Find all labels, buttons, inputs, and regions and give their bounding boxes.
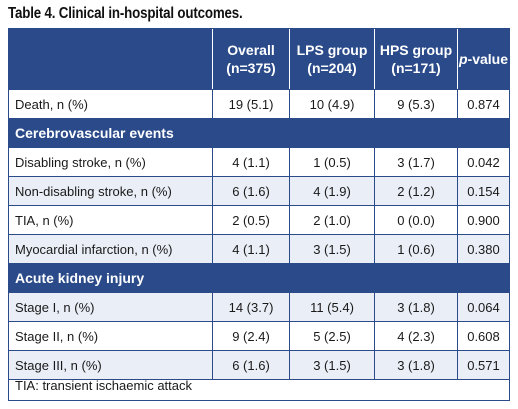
table-row: Disabling stroke, n (%) 4 (1.1) 1 (0.5) … (9, 147, 509, 176)
p-value: 0.900 (457, 206, 509, 234)
table-row: Stage III, n (%) 6 (1.6) 3 (1.5) 3 (1.8)… (9, 350, 509, 379)
lps-value: 2 (1.0) (289, 206, 374, 234)
lps-value: 4 (1.9) (289, 177, 374, 205)
p-value: 0.571 (457, 351, 509, 379)
row-label: Myocardial infarction, n (%) (15, 241, 173, 257)
table-row: Stage II, n (%) 9 (2.4) 5 (2.5) 4 (2.3) … (9, 321, 509, 350)
p-value: 0.608 (457, 322, 509, 350)
hps-value: 4 (2.3) (374, 322, 457, 350)
overall-value: 6 (1.6) (212, 177, 289, 205)
table-row: Myocardial infarction, n (%) 4 (1.1) 3 (… (9, 234, 509, 263)
overall-value: 19 (5.1) (212, 90, 289, 118)
header-hps-line1: HPS group (379, 42, 453, 58)
row-label: Stage III, n (%) (15, 357, 102, 373)
header-overall-line2: (n=375) (226, 60, 276, 76)
hps-value: 2 (1.2) (374, 177, 457, 205)
lps-value: 10 (4.9) (289, 90, 374, 118)
lps-value: 1 (0.5) (289, 148, 374, 176)
header-overall: Overall (n=375) (212, 29, 289, 89)
row-label: Stage II, n (%) (15, 328, 99, 344)
header-overall-line1: Overall (227, 42, 275, 58)
header-hps-line2: (n=171) (391, 60, 441, 76)
header-pvalue: p-value (457, 29, 509, 89)
hps-value: 3 (1.8) (374, 351, 457, 379)
header-lps-line2: (n=204) (307, 60, 357, 76)
row-label: Death, n (%) (15, 96, 88, 112)
p-value: 0.380 (457, 235, 509, 263)
lps-value: 3 (1.5) (289, 351, 374, 379)
hps-value: 3 (1.7) (374, 148, 457, 176)
section-acute-kidney-injury: Acute kidney injury (9, 263, 509, 292)
lps-value: 3 (1.5) (289, 235, 374, 263)
lps-value: 5 (2.5) (289, 322, 374, 350)
lps-value: 11 (5.4) (289, 293, 374, 321)
overall-value: 14 (3.7) (212, 293, 289, 321)
header-hps: HPS group (n=171) (374, 29, 457, 89)
header-lps: LPS group (n=204) (289, 29, 374, 89)
outcomes-table: Overall (n=375) LPS group (n=204) HPS gr… (8, 28, 510, 380)
row-label: TIA, n (%) (15, 212, 74, 228)
table-title: Table 4. Clinical in-hospital outcomes. (8, 5, 243, 22)
header-lps-line1: LPS group (296, 42, 368, 58)
header-pvalue-p: p (458, 51, 468, 67)
hps-value: 0 (0.0) (374, 206, 457, 234)
header-pvalue-rest: -value (467, 51, 509, 67)
table-row: TIA, n (%) 2 (0.5) 2 (1.0) 0 (0.0) 0.900 (9, 205, 509, 234)
overall-value: 6 (1.6) (212, 351, 289, 379)
table-row: Stage I, n (%) 14 (3.7) 11 (5.4) 3 (1.8)… (9, 292, 509, 321)
table-row: Non-disabling stroke, n (%) 6 (1.6) 4 (1… (9, 176, 509, 205)
overall-value: 2 (0.5) (212, 206, 289, 234)
p-value: 0.064 (457, 293, 509, 321)
hps-value: 3 (1.8) (374, 293, 457, 321)
overall-value: 4 (1.1) (212, 148, 289, 176)
p-value: 0.874 (457, 90, 509, 118)
hps-value: 9 (5.3) (374, 90, 457, 118)
p-value: 0.154 (457, 177, 509, 205)
row-label: Disabling stroke, n (%) (15, 154, 146, 170)
overall-value: 9 (2.4) (212, 322, 289, 350)
row-label: Stage I, n (%) (15, 299, 95, 315)
overall-value: 4 (1.1) (212, 235, 289, 263)
row-label: Non-disabling stroke, n (%) (15, 183, 172, 199)
table-row: Death, n (%) 19 (5.1) 10 (4.9) 9 (5.3) 0… (9, 89, 509, 118)
p-value: 0.042 (457, 148, 509, 176)
header-label-cell (9, 29, 212, 89)
table-footnote: TIA: transient ischaemic attack (8, 370, 510, 401)
hps-value: 1 (0.6) (374, 235, 457, 263)
section-cerebrovascular: Cerebrovascular events (9, 118, 509, 147)
table-header-row: Overall (n=375) LPS group (n=204) HPS gr… (9, 29, 509, 89)
